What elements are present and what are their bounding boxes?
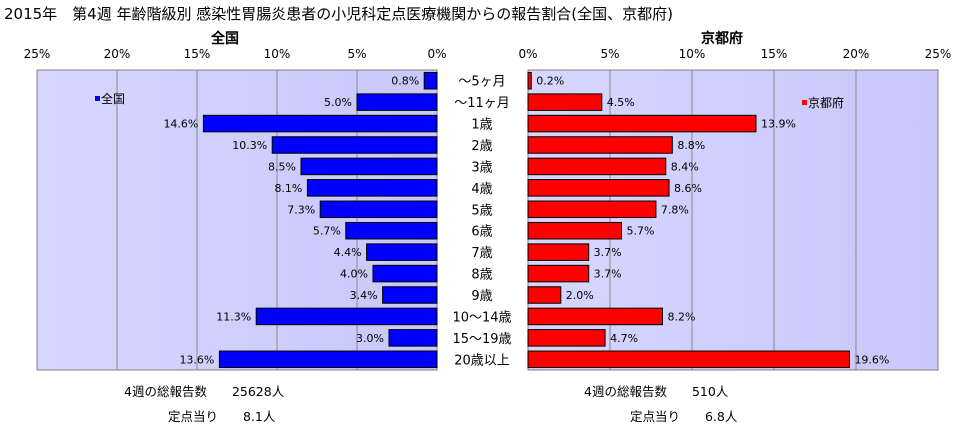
national-data-label: 8.1% [274, 182, 302, 195]
category-label: ～5ヶ月 [458, 75, 505, 90]
kyoto-tick-label: 25% [925, 47, 952, 61]
kyoto-data-label: 8.6% [674, 182, 702, 195]
kyoto-tick-label: 20% [843, 47, 870, 61]
kyoto-data-label: 8.2% [667, 310, 695, 323]
kyoto-legend-swatch [802, 100, 807, 105]
page-title: 2015年 第4週 年齢階級別 感染性胃腸炎患者の小児科定点医療機関からの報告割… [4, 5, 673, 23]
national-data-label: 5.7% [313, 225, 341, 238]
kyoto-bar [527, 350, 850, 369]
kyoto-bar [527, 221, 622, 240]
national-data-label: 5.0% [324, 96, 352, 109]
national-total-reports: 4週の総報告数 25628人 [124, 384, 285, 399]
kyoto-tick-label: 10% [679, 47, 706, 61]
kyoto-bar [527, 93, 603, 111]
national-data-label: 0.8% [391, 75, 419, 88]
kyoto-bar [527, 136, 673, 154]
kyoto-data-label: 8.4% [671, 160, 699, 173]
category-label: 2歳 [471, 139, 492, 154]
national-bar [366, 243, 438, 261]
kyoto-panel-title: 京都府 [701, 31, 743, 47]
national-tick-label: 20% [104, 47, 131, 61]
national-tick-label: 15% [184, 47, 211, 61]
national-bar [388, 329, 438, 347]
kyoto-bar [527, 329, 606, 347]
kyoto-bar [527, 243, 590, 261]
kyoto-data-label: 4.5% [607, 96, 635, 109]
category-label: 15～19歳 [452, 332, 511, 347]
national-data-label: 7.3% [287, 203, 315, 216]
category-label: 6歳 [471, 225, 492, 240]
kyoto-data-label: 0.2% [536, 75, 564, 88]
kyoto-tick-label: 0% [518, 47, 537, 61]
national-legend-swatch [95, 96, 100, 101]
national-data-label: 13.6% [179, 353, 214, 366]
kyoto-tick-label: 5% [600, 47, 619, 61]
category-label: 8歳 [471, 268, 492, 283]
kyoto-bar [527, 114, 757, 133]
national-data-label: 10.3% [232, 139, 267, 152]
national-bar [423, 71, 438, 90]
national-data-label: 8.5% [268, 160, 296, 173]
kyoto-data-label: 4.7% [610, 332, 638, 345]
national-bar [356, 93, 438, 111]
national-per-site: 定点当り 8.1人 [168, 409, 276, 424]
kyoto-bar [527, 307, 663, 326]
category-label: 5歳 [471, 203, 492, 218]
national-bar [372, 264, 438, 283]
kyoto-bar [527, 71, 532, 90]
kyoto-bar [527, 200, 657, 219]
kyoto-total-reports: 4週の総報告数 510人 [584, 384, 729, 399]
kyoto-bar [527, 179, 670, 197]
national-bar [300, 157, 438, 176]
kyoto-data-label: 3.7% [594, 268, 622, 281]
kyoto-bar [527, 286, 562, 304]
national-bar [382, 286, 438, 304]
category-label: 10～14歳 [452, 310, 511, 325]
kyoto-data-label: 3.7% [594, 246, 622, 259]
national-tick-label: 0% [427, 47, 446, 61]
national-data-label: 4.4% [334, 246, 362, 259]
national-tick-label: 25% [24, 47, 51, 61]
national-data-label: 3.0% [356, 332, 384, 345]
national-tick-label: 5% [347, 47, 366, 61]
category-label: 4歳 [471, 182, 492, 197]
kyoto-data-label: 19.6% [854, 353, 889, 366]
kyoto-data-label: 7.8% [661, 203, 689, 216]
national-bar [319, 200, 438, 219]
category-label: 1歳 [471, 118, 492, 133]
kyoto-bar [527, 157, 667, 176]
kyoto-data-label: 5.7% [626, 225, 654, 238]
national-data-label: 4.0% [340, 268, 368, 281]
category-label: 9歳 [471, 289, 492, 304]
kyoto-legend-label: 京都府 [808, 95, 844, 110]
category-label: 3歳 [471, 160, 492, 175]
national-panel-title: 全国 [211, 31, 239, 47]
national-data-label: 14.6% [163, 118, 198, 131]
national-bar [271, 136, 438, 154]
national-data-label: 3.4% [350, 289, 378, 302]
kyoto-data-label: 2.0% [566, 289, 594, 302]
category-label: 20歳以上 [454, 353, 510, 368]
category-label: 7歳 [471, 246, 492, 261]
kyoto-per-site: 定点当り 6.8人 [630, 409, 738, 424]
kyoto-tick-label: 15% [761, 47, 788, 61]
kyoto-data-label: 8.8% [677, 139, 705, 152]
national-bar [202, 114, 438, 133]
kyoto-bar [527, 264, 590, 283]
national-bar [306, 179, 438, 197]
national-bar [255, 307, 438, 326]
national-data-label: 11.3% [216, 310, 251, 323]
national-tick-label: 10% [264, 47, 291, 61]
national-bar [218, 350, 438, 369]
national-legend-label: 全国 [101, 91, 125, 106]
national-bar [345, 221, 438, 240]
category-label: ～11ヶ月 [454, 96, 510, 111]
kyoto-data-label: 13.9% [761, 118, 796, 131]
